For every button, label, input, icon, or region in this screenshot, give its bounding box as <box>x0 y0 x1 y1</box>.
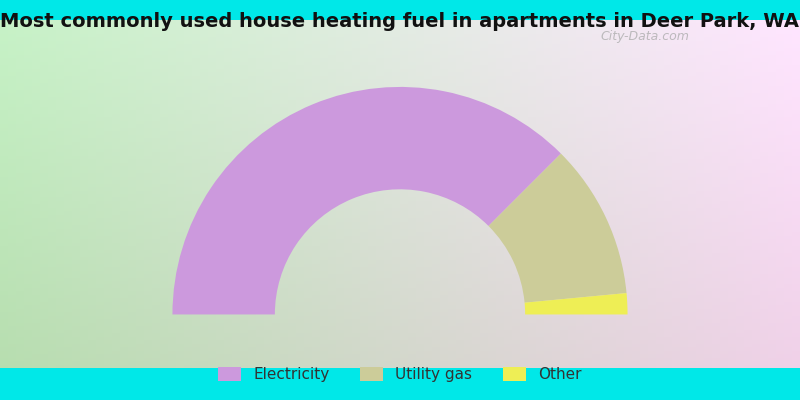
Text: Most commonly used house heating fuel in apartments in Deer Park, WA: Most commonly used house heating fuel in… <box>1 12 799 31</box>
Wedge shape <box>489 154 626 303</box>
Legend: Electricity, Utility gas, Other: Electricity, Utility gas, Other <box>212 361 588 388</box>
Wedge shape <box>525 293 627 314</box>
Wedge shape <box>173 87 561 314</box>
Text: City-Data.com: City-Data.com <box>601 30 690 44</box>
